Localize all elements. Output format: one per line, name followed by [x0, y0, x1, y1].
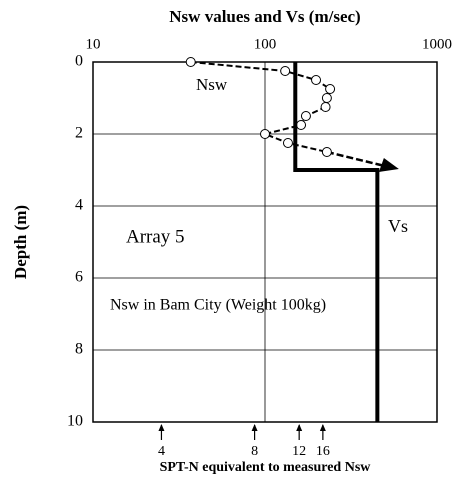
annotation: Nsw — [196, 75, 228, 94]
x2-tick-label: 12 — [292, 444, 306, 459]
x2-tick-arrow — [251, 424, 258, 431]
data-point — [280, 66, 291, 76]
y-axis-label: Depth (m) — [11, 205, 30, 279]
y-tick-label: 8 — [75, 341, 83, 358]
data-point — [321, 93, 332, 103]
x2-tick-arrow — [296, 424, 303, 431]
data-point — [321, 147, 332, 157]
data-point — [311, 75, 322, 85]
data-point — [296, 120, 307, 130]
y-tick-label: 6 — [75, 269, 83, 286]
x-tick-label: 10 — [86, 36, 101, 52]
series-arrow — [326, 150, 386, 168]
x2-tick-label: 8 — [251, 444, 258, 459]
data-point — [325, 84, 336, 94]
plot-frame — [92, 61, 438, 423]
x2-tick-arrow — [319, 424, 326, 431]
data-point — [300, 111, 311, 121]
y-tick-label: 0 — [75, 53, 83, 70]
data-point — [185, 57, 196, 67]
annotation: Array 5 — [126, 226, 185, 247]
annotation: Vs — [388, 216, 408, 236]
x2-tick-label: 4 — [158, 444, 165, 459]
x2-tick-label: 16 — [316, 444, 330, 459]
data-point — [260, 129, 270, 139]
y-tick-label: 10 — [67, 413, 83, 430]
x-tick-label: 1000 — [422, 36, 452, 52]
x2-tick-arrow — [158, 424, 165, 431]
x-tick-label: 100 — [254, 36, 277, 52]
data-point — [320, 102, 331, 112]
y-tick-label: 4 — [75, 197, 83, 214]
series-line — [293, 62, 380, 422]
annotation: Nsw in Bam City (Weight 100kg) — [110, 297, 326, 314]
series-arrowhead — [378, 158, 399, 172]
x2-axis-label: SPT-N equivalent to measured Nsw — [160, 460, 372, 475]
y-tick-label: 2 — [75, 125, 83, 142]
data-point — [282, 138, 293, 148]
chart-title: Nsw values and Vs (m/sec) — [169, 7, 360, 26]
